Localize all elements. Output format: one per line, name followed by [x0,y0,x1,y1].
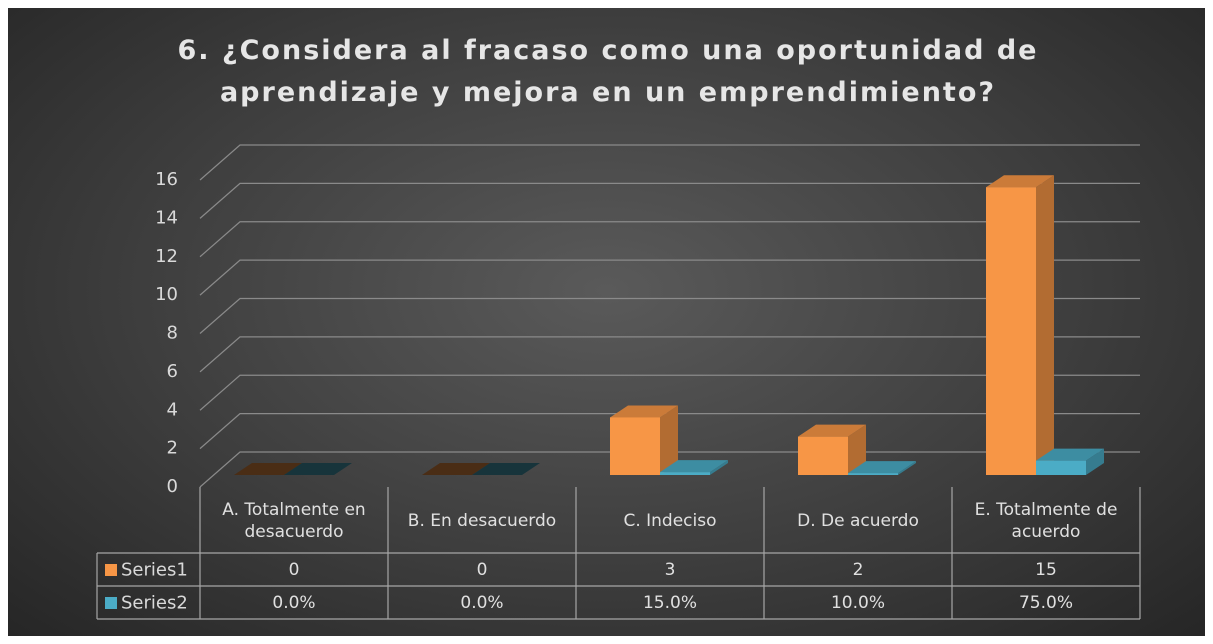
y-tick-label: 10 [155,284,178,305]
category-label: B. En desacuerdo [407,511,557,531]
bar [1036,460,1086,475]
grid-line [199,336,1140,373]
category-label: D. De acuerdo [797,511,919,531]
y-tick-label: 4 [167,399,178,420]
bar-side [710,460,728,475]
bar-3d [986,175,1054,475]
grid-line [199,144,1140,181]
bar-top [422,463,490,475]
bar-top [610,405,678,418]
bar [660,472,710,475]
table-value: 15 [1035,559,1057,580]
bar-top [986,175,1054,188]
bar-top [284,463,352,475]
bar-side [1086,448,1104,475]
bar-3d [234,463,302,475]
bar-top [660,460,728,473]
table-value: 0 [476,559,488,580]
table-value: 2 [852,559,864,580]
table-value: 75.0% [1018,592,1073,613]
grid-line [199,259,1140,296]
bar-3d [610,405,678,475]
chart-title: 6. ¿Considera al fracaso como una oportu… [177,35,1039,108]
bar-side [848,424,866,475]
bar-3d [1036,448,1104,475]
y-tick-label: 2 [167,438,178,459]
bar-3d [798,424,866,475]
bar-top [472,463,540,475]
y-tick-label: 16 [155,169,178,190]
bar-top [1036,448,1104,461]
category-label: A. Totalmente en desacuerdo [222,500,366,542]
bar-3d [848,461,916,475]
bar-3d [284,463,352,475]
table-value: 0.0% [460,592,504,613]
legend-swatch [105,564,117,576]
grid-line [199,413,1140,450]
bar-top [234,463,302,475]
table-value: 0.0% [272,592,316,613]
bar [986,187,1036,475]
bar-side [660,405,678,475]
category-label: C. Indeciso [623,511,717,531]
bar [798,436,848,475]
bar [848,473,898,475]
grid-line [199,182,1140,219]
table-value: 10.0% [830,592,885,613]
y-tick-label: 14 [155,207,178,228]
y-tick-label: 6 [167,361,178,382]
plot: 0 2 4 6 8 10 12 14 16 Series1 Series2 [96,144,1141,620]
table-value: 3 [664,559,676,580]
legend-swatch [105,597,117,609]
bar-side [1036,175,1054,475]
bar-top [848,461,916,474]
bar-3d [660,460,728,475]
bar-3d [422,463,490,475]
category-label: E. Totalmente de acuerdo [974,500,1118,542]
grid-line [199,221,1140,258]
y-tick-label: 8 [167,323,178,344]
grid-line [199,374,1140,411]
bar [610,417,660,475]
table-value: 15.0% [642,592,697,613]
bar-top [798,424,866,437]
y-tick-label: 0 [167,476,178,497]
chart: 0 2 4 6 8 10 12 14 16 Series1 Series2 6. ¿Consider… [8,8,1205,636]
bar-3d [472,463,540,475]
legend-label: Series1 [121,560,188,581]
legend-label: Series2 [121,593,188,614]
table-value: 0 [288,559,300,580]
bar-side [898,461,916,475]
grid-line [199,297,1140,334]
y-tick-label: 12 [155,246,178,267]
